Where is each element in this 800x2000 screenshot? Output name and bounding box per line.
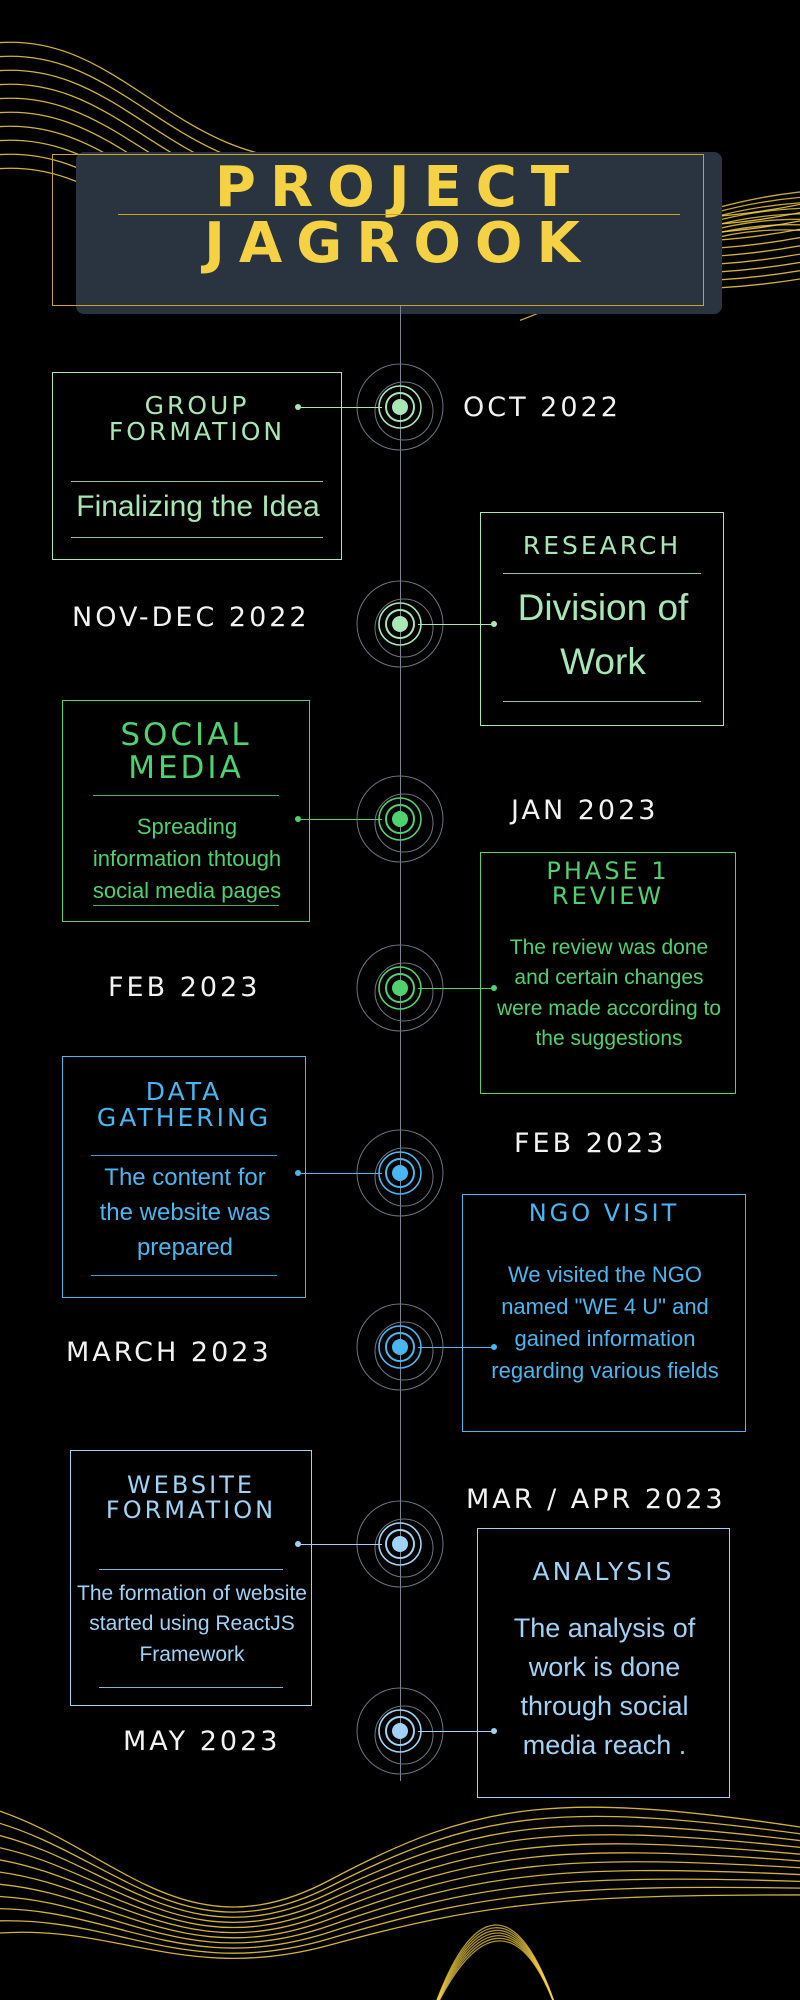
connector-dot <box>295 1170 301 1176</box>
card-divider <box>91 1275 277 1276</box>
milestone-date: FEB 2023 <box>108 972 261 1003</box>
card-divider <box>71 537 323 538</box>
wave-line <box>0 1886 800 1954</box>
milestone-date: FEB 2023 <box>514 1128 667 1159</box>
connector-dot <box>295 1541 301 1547</box>
milestone-date: MAR / APR 2023 <box>466 1484 726 1515</box>
connector-dot <box>295 816 301 822</box>
card-divider <box>71 481 323 482</box>
connector-dot <box>491 1728 497 1734</box>
milestone-date: JAN 2023 <box>511 795 659 826</box>
title-frame <box>52 154 704 306</box>
timeline-connector <box>418 987 494 989</box>
timeline-spine <box>400 306 401 1781</box>
wave-line <box>0 1824 800 1918</box>
wave-line <box>0 1869 800 1944</box>
wave-line <box>0 1878 800 1949</box>
milestone-date: OCT 2022 <box>463 392 621 423</box>
milestone-heading: ANALYSIS <box>532 1557 675 1586</box>
timeline-node <box>356 775 444 863</box>
wave-line <box>437 1932 554 2000</box>
milestone-description: The formation of website started using R… <box>77 1582 307 1666</box>
timeline-connector <box>418 1730 494 1732</box>
milestone-card: WEBSITE FORMATION The formation of websit… <box>70 1450 312 1706</box>
card-divider <box>93 905 279 906</box>
wave-line <box>0 1806 800 1908</box>
wave-line <box>0 1861 800 1939</box>
milestone-card: SOCIAL MEDIA Spreading information thtoug… <box>62 700 310 922</box>
timeline-connector <box>418 623 494 625</box>
wave-line <box>0 1834 800 1924</box>
connector-dot <box>295 404 301 410</box>
card-divider <box>503 701 701 702</box>
milestone-card: GROUP FORMATION Finalizing the Idea <box>52 372 342 560</box>
milestone-heading: DATA GATHERING <box>96 1077 272 1133</box>
card-divider <box>91 1155 277 1156</box>
title-card <box>76 152 722 314</box>
wave-line <box>0 1815 800 1913</box>
milestone-date: NOV-DEC 2022 <box>72 602 310 633</box>
milestone-heading: RESEARCH <box>522 531 682 560</box>
wave-line <box>436 1924 555 2000</box>
milestone-heading: SOCIAL MEDIA <box>120 717 252 786</box>
milestone-description: We visited the NGO named "WE 4 U" and ga… <box>491 1262 719 1383</box>
milestone-description: Finalizing the Idea <box>76 490 320 523</box>
connector-dot <box>491 1344 497 1350</box>
milestone-description: The content for the website was prepared <box>99 1164 271 1261</box>
connector-dot <box>491 985 497 991</box>
milestone-description: The review was done and certain changes … <box>496 936 722 1051</box>
card-divider <box>503 573 701 574</box>
milestone-description: The analysis of work is done through soc… <box>513 1613 696 1761</box>
milestone-card: PHASE 1 REVIEW The review was done and ce… <box>480 852 736 1094</box>
milestone-heading: PHASE 1 REVIEW <box>546 857 670 911</box>
milestone-card: DATA GATHERING The content for the websit… <box>62 1056 306 1298</box>
milestone-heading: NGO VISIT <box>528 1199 680 1227</box>
milestone-heading: GROUP FORMATION <box>108 391 286 447</box>
milestone-description: Spreading information thtough social med… <box>92 814 282 903</box>
card-divider <box>99 1569 283 1570</box>
milestone-card: ANALYSIS The analysis of work is done thr… <box>477 1528 730 1798</box>
card-divider <box>93 795 279 796</box>
connector-dot <box>491 621 497 627</box>
milestone-date: MAY 2023 <box>123 1726 281 1757</box>
wave-line <box>0 1843 800 1929</box>
timeline-connector <box>298 406 382 408</box>
wave-line <box>0 1852 800 1934</box>
timeline-connector <box>298 1172 382 1174</box>
milestone-card: RESEARCH Division of Work <box>480 512 724 726</box>
card-divider <box>99 1687 283 1688</box>
milestone-date: MARCH 2023 <box>66 1337 272 1368</box>
title-line-2: JAGROOK <box>204 211 594 276</box>
title-divider <box>118 214 680 215</box>
timeline-node <box>356 1687 444 1775</box>
timeline-connector <box>298 818 382 820</box>
wave-line <box>0 1894 800 1959</box>
milestone-description: Division of Work <box>517 587 689 682</box>
timeline-connector <box>418 1346 494 1348</box>
title-line-1: PROJECT <box>214 155 584 220</box>
milestone-card: NGO VISIT We visited the NGO named "WE 4 … <box>462 1194 746 1432</box>
milestone-heading: WEBSITE FORMATION <box>105 1471 277 1525</box>
timeline-connector <box>298 1543 382 1545</box>
